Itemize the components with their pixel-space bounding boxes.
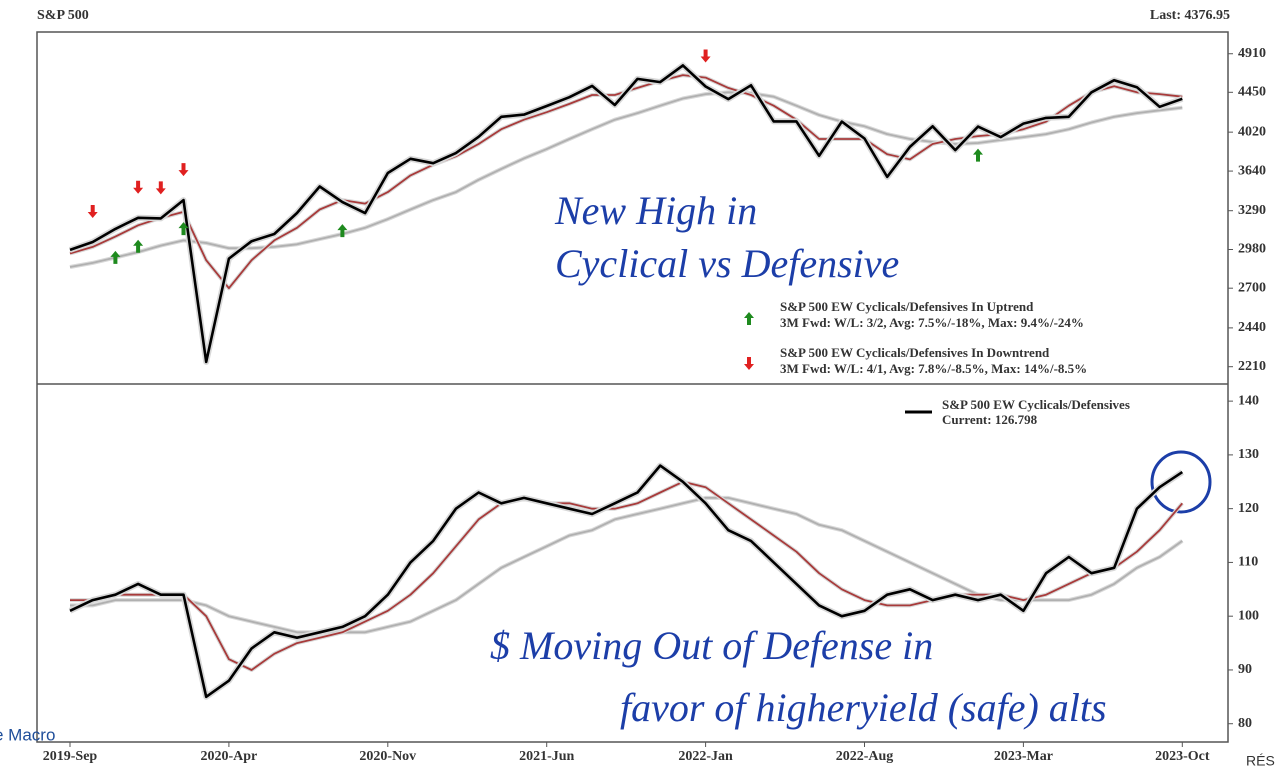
y-tick-label: 100 xyxy=(1238,608,1259,623)
y-tick-label: 4450 xyxy=(1238,85,1266,100)
series-line xyxy=(70,497,1183,634)
y-tick-label: 110 xyxy=(1238,555,1258,570)
y-tick-label: 120 xyxy=(1238,501,1259,516)
watermark: RÉS xyxy=(1246,753,1275,767)
x-tick-label: 2020-Apr xyxy=(201,749,258,764)
signal-arrow xyxy=(110,250,121,264)
annotation: favor of higheryield (safe) alts xyxy=(620,685,1107,730)
series-line xyxy=(69,464,1184,699)
legend-arrow xyxy=(744,357,754,370)
y-tick-label: 2700 xyxy=(1238,280,1266,295)
x-tick-label: 2022-Jan xyxy=(678,749,733,764)
y-tick-label: 3290 xyxy=(1238,203,1266,218)
chart-title: S&P 500 xyxy=(37,8,89,23)
signal-stats: 3M Fwd: W/L: 4/1, Avg: 7.8%/-8.5%, Max: … xyxy=(780,361,1087,376)
y-tick-label: 4020 xyxy=(1238,124,1266,139)
highlight-circle xyxy=(1150,450,1212,514)
y-tick-label: 2980 xyxy=(1238,242,1266,257)
signal-arrow xyxy=(133,239,144,253)
y-tick-label: 80 xyxy=(1238,716,1252,731)
signal-arrow xyxy=(178,222,189,236)
signal-arrow xyxy=(155,181,166,195)
y-tick-label: 3640 xyxy=(1238,163,1266,178)
signal-stats: 3M Fwd: W/L: 3/2, Avg: 7.5%/-18%, Max: 9… xyxy=(780,315,1084,330)
x-tick-label: 2019-Sep xyxy=(43,749,98,764)
signal-arrow xyxy=(133,180,144,194)
x-tick-label: 2023-Oct xyxy=(1155,749,1210,764)
y-tick-label: 2210 xyxy=(1238,359,1266,374)
y-tick-label: 90 xyxy=(1238,662,1252,677)
signal-arrow xyxy=(87,204,98,218)
series-line xyxy=(69,91,1183,268)
annotation: New High in xyxy=(554,188,757,233)
watermark: e Macro xyxy=(0,725,55,744)
legend-arrow xyxy=(744,312,754,325)
signal-arrow xyxy=(700,49,711,63)
annotation: $ Moving Out of Defense in xyxy=(490,623,933,668)
x-tick-label: 2020-Nov xyxy=(359,749,416,764)
annotation: Cyclical vs Defensive xyxy=(555,241,899,286)
plot-frame xyxy=(36,31,1229,743)
x-tick-label: 2023-Mar xyxy=(994,749,1053,764)
series-line xyxy=(69,64,1183,364)
y-tick-label: 4910 xyxy=(1238,46,1266,61)
signal-legend: S&P 500 EW Cyclicals/Defensives In Downt… xyxy=(780,345,1050,360)
signal-arrow xyxy=(337,224,348,238)
signal-arrow xyxy=(973,148,983,162)
legend-label: S&P 500 EW Cyclicals/Defensives xyxy=(942,397,1130,412)
x-tick-label: 2022-Aug xyxy=(836,749,894,764)
y-tick-label: 140 xyxy=(1238,393,1259,408)
y-tick-label: 2440 xyxy=(1238,320,1266,335)
last-value: Last: 4376.95 xyxy=(1150,8,1230,23)
signal-arrow xyxy=(178,163,189,177)
y-tick-label: 130 xyxy=(1238,447,1259,462)
signal-legend: S&P 500 EW Cyclicals/Defensives In Uptre… xyxy=(780,299,1034,314)
legend-current: Current: 126.798 xyxy=(942,412,1038,427)
x-tick-label: 2021-Jun xyxy=(519,749,574,764)
